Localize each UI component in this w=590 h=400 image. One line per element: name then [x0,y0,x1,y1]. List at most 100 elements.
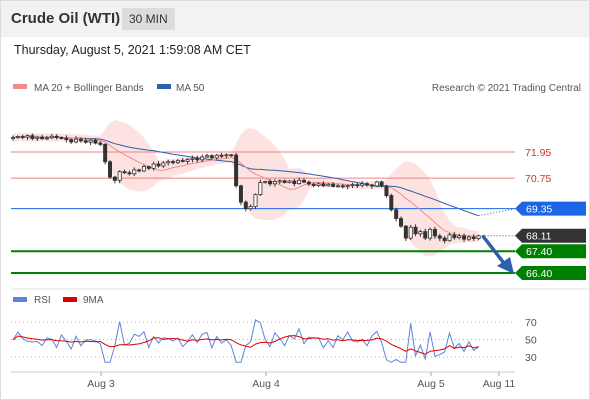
pivot-label: 69.35 [526,204,552,216]
rsi-line [12,318,479,363]
projection-arrow [481,234,509,269]
candle-body [423,231,428,239]
candle-body [384,185,389,197]
candle-body [331,183,336,187]
candle-body [98,142,103,145]
candle-body [476,235,481,239]
candle-body [253,194,258,207]
candle-body [59,137,64,140]
candle-body [234,154,239,187]
rsi-ma-line [12,335,479,355]
candle-body [335,185,340,188]
candle-body [462,235,467,240]
candle-body [141,166,146,172]
candle-body [369,184,374,187]
support-label-box [515,266,586,280]
x-tick-label: Aug 3 [87,378,115,390]
candle-body [200,156,205,161]
candle-body [103,143,108,163]
projection-arrow-head [497,257,514,274]
candle-body [258,182,263,195]
candle-body [74,138,79,143]
candle-body [471,236,476,239]
candle-body [398,218,403,227]
rsi-legend-swatch [13,297,27,302]
last-price-box [515,228,586,243]
candle-body [272,181,277,185]
candle-body [64,137,69,140]
candle-body [54,135,59,139]
candle-body [20,136,25,138]
candle-body [403,225,408,239]
candle-body [49,135,54,139]
candle-body [117,171,122,181]
candle-body [219,154,224,157]
candle-body [224,154,229,157]
candle-body [428,228,433,239]
candle-body [297,179,302,185]
candle-body [374,181,379,187]
candle-body [360,183,365,186]
x-tick-label: Aug 4 [252,378,280,390]
rsi-ma-legend: 9MA [83,295,104,306]
candle-body [171,161,176,164]
timeframe-button[interactable]: 30 MIN [122,8,175,30]
candle-body [321,183,326,187]
candle-body [214,154,219,159]
bollinger-band [13,120,479,257]
candle-body [379,181,384,187]
candle-body [151,163,156,169]
timestamp: Thursday, August 5, 2021 1:59:08 AM CET [14,43,251,57]
x-tick-label: Aug 5 [417,378,445,390]
rsi-tick-label: 70 [525,317,537,329]
candle-body [432,228,437,237]
candle-body [389,195,394,211]
candle-body [127,172,132,175]
candle-body [190,157,195,160]
instrument-title: Crude Oil (WTI) [11,10,121,27]
candle-body [156,163,161,167]
candle-body [112,176,117,181]
candle-body [78,138,83,142]
rsi-tick-label: 50 [525,335,537,347]
candle-body [452,234,457,239]
last-price-label: 68.11 [526,231,552,243]
ma20-legend: MA 20 + Bollinger Bands [34,83,144,94]
candle-body [243,201,248,210]
candle-body [306,181,311,185]
candle-body [418,231,423,235]
candle-body [180,160,185,162]
support-label: 67.40 [526,246,552,258]
candle-body [263,181,268,183]
candle-body [326,183,331,187]
candle-body [248,206,253,210]
candle-body [408,226,413,239]
candle-body [365,183,370,186]
candle-body [195,157,200,161]
candle-body [277,180,282,183]
candle-body [457,235,462,239]
candle-body [413,226,418,235]
candle-body [166,161,171,164]
candle-body [88,139,93,143]
candle-body [442,237,447,242]
rsi-tick-label: 30 [525,352,537,364]
candle-body [204,155,209,158]
candle-body [122,171,127,174]
candle-body [311,183,316,186]
candle-body [25,135,30,138]
candle-body [83,140,88,143]
candle-body [209,155,214,159]
candle-body [301,179,306,183]
candle-body [394,209,399,219]
candle-body [447,234,452,242]
candle-body [350,184,355,187]
ma50-legend: MA 50 [176,83,205,94]
header-bar: Crude Oil (WTI) 30 MIN [1,1,589,37]
pivot-label-box [515,201,586,216]
candle-body [229,154,234,157]
candle-body [10,136,15,139]
candle-body [146,166,151,169]
resistance-label: 71.95 [525,147,551,159]
